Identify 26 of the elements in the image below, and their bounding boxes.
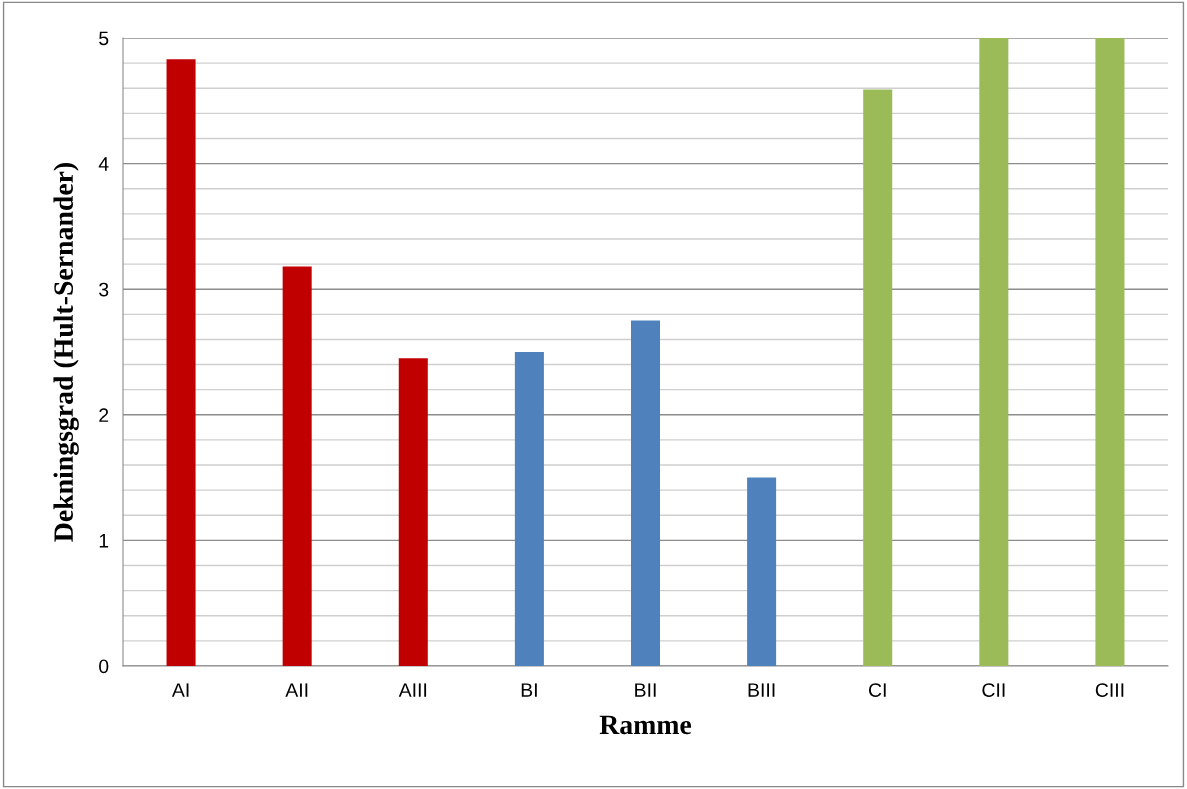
y-tick-label: 4 (98, 157, 109, 171)
x-tick-label: AII (285, 683, 308, 697)
bar (747, 477, 777, 666)
y-tick-label: 0 (99, 659, 109, 674)
y-tick-label: 2 (99, 408, 109, 422)
y-tick-label: 1 (99, 534, 109, 548)
x-tick-label: BIII (748, 683, 775, 697)
x-tick-label: BI (521, 683, 537, 697)
y-tick-label: 3 (99, 282, 109, 297)
y-axis-title: Dekningsgrad (Hult-Sernander) (53, 163, 79, 542)
x-tick-label: AI (171, 683, 189, 697)
bar (863, 89, 893, 666)
bar (1095, 38, 1125, 666)
bar (979, 38, 1009, 666)
bar (398, 358, 428, 666)
bar (166, 59, 196, 666)
y-tick-label: 5 (99, 31, 109, 46)
x-tick-label: CI (868, 683, 886, 697)
x-axis-title: Ramme (599, 715, 692, 735)
x-tick-label: AIII (398, 683, 427, 697)
x-tick-label: CII (982, 683, 1005, 697)
bar (514, 352, 544, 666)
x-tick-label: CIII (1095, 683, 1124, 697)
bar (630, 320, 661, 666)
bar (282, 266, 312, 666)
x-tick-label: BII (635, 683, 656, 697)
